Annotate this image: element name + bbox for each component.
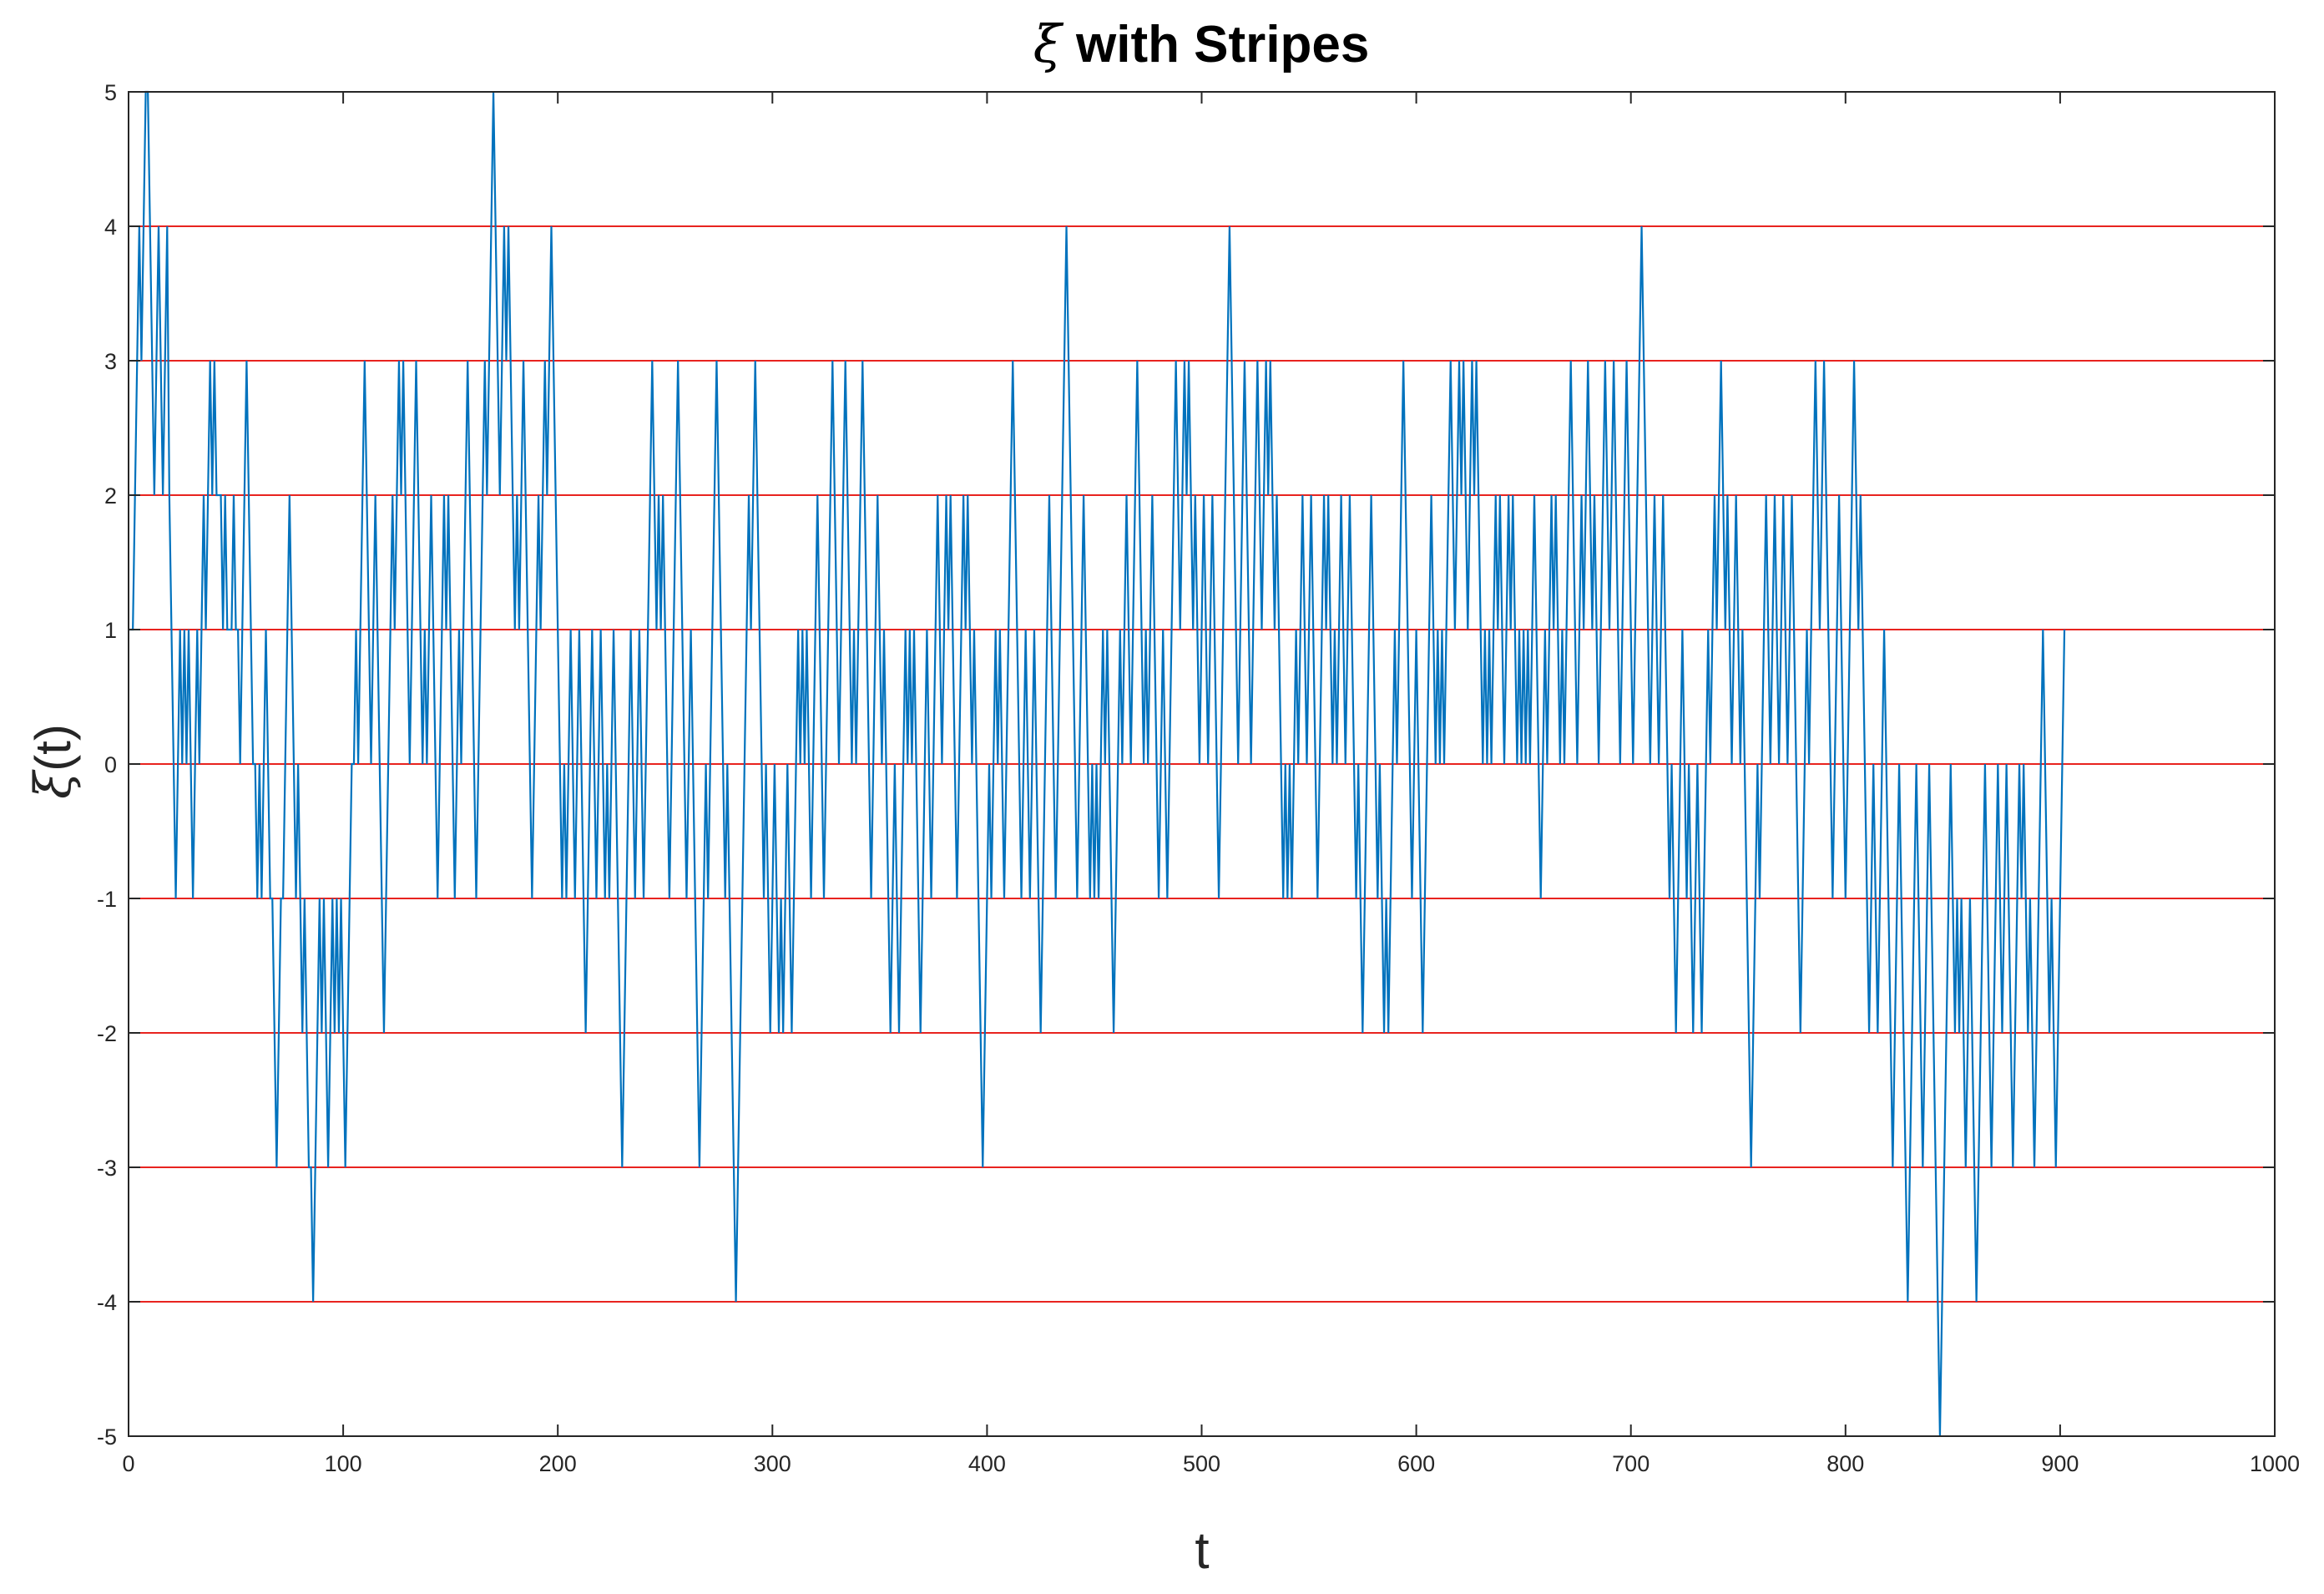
y-tick-label: 3 xyxy=(104,349,117,374)
y-tick-label: -1 xyxy=(97,887,117,912)
y-tick-label: -5 xyxy=(97,1424,117,1450)
y-tick-label: -3 xyxy=(97,1156,117,1181)
y-axis-label: ξ(t) xyxy=(24,724,83,799)
x-tick-label: 700 xyxy=(1612,1451,1650,1476)
y-tick-label: -2 xyxy=(97,1021,117,1046)
series-layer xyxy=(129,90,2066,1437)
x-tick-label: 500 xyxy=(1183,1451,1220,1476)
y-tick-label: 1 xyxy=(104,618,117,643)
ticks-layer: 0 100 200 300 400 500 600 700 800 900 1000 -5 -4 -3 -2… xyxy=(97,80,2300,1476)
y-tick-label: -4 xyxy=(97,1290,117,1315)
y-axis-label-symbol: ξ xyxy=(24,769,83,799)
y-tick-label: 0 xyxy=(104,752,117,777)
x-tick-label: 1000 xyxy=(2250,1451,2300,1476)
y-axis-label-text: (t) xyxy=(25,724,81,772)
x-tick-label: 200 xyxy=(539,1451,577,1476)
x-tick-label: 900 xyxy=(2041,1451,2079,1476)
x-axis-label: t xyxy=(1195,1522,1209,1580)
stripes-layer xyxy=(129,225,2275,1303)
y-tick-label: 2 xyxy=(104,483,117,509)
chart-title: ξ with Stripes xyxy=(1033,13,1370,74)
series-line xyxy=(129,90,2066,1437)
y-tick-label: 5 xyxy=(104,80,117,105)
x-tick-label: 400 xyxy=(968,1451,1006,1476)
chart-title-symbol: ξ xyxy=(1033,13,1064,74)
x-tick-label: 300 xyxy=(754,1451,791,1476)
x-tick-label: 0 xyxy=(122,1451,134,1476)
x-tick-label: 100 xyxy=(325,1451,362,1476)
x-tick-label: 600 xyxy=(1397,1451,1435,1476)
x-tick-label: 800 xyxy=(1826,1451,1864,1476)
y-tick-label: 4 xyxy=(104,215,117,240)
chart-title-text: with Stripes xyxy=(1062,16,1370,73)
